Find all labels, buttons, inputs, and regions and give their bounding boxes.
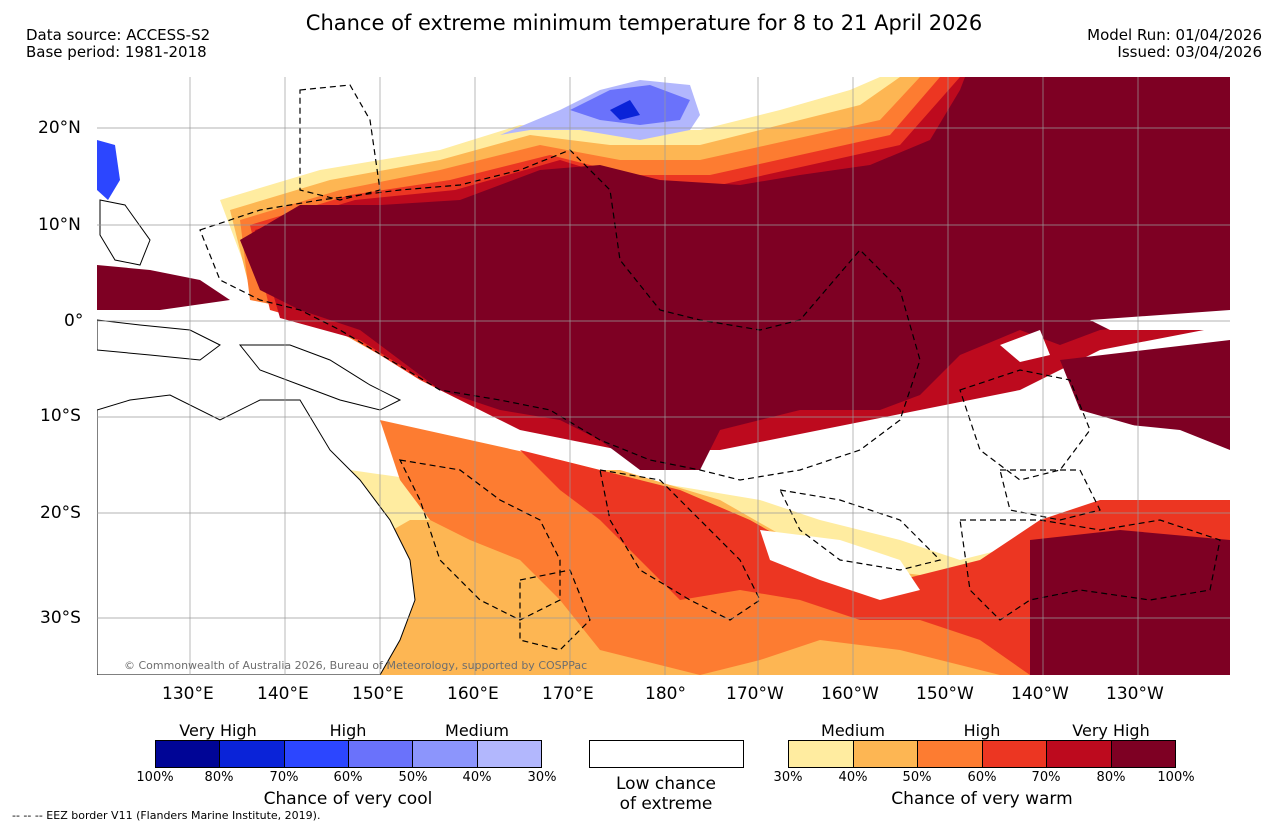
- lon-label: 160°E: [447, 684, 499, 704]
- cool-colorbar: [155, 740, 542, 768]
- warm-field-80: [240, 77, 1230, 470]
- warm-colorbar: [788, 740, 1176, 768]
- warm-tick: 60%: [967, 770, 997, 785]
- cool-tick: 50%: [398, 770, 428, 785]
- eez-footnote: -- -- -- EEZ border V11 (Flanders Marine…: [12, 809, 321, 822]
- cool-category-label: Medium: [445, 721, 509, 740]
- warm-field-80-west: [97, 265, 230, 310]
- lon-label: 170°E: [542, 684, 594, 704]
- australia-land: [97, 394, 416, 675]
- new-guinea-land: [238, 344, 402, 411]
- cool-swatch: [477, 741, 541, 767]
- warm-caption: Chance of very warm: [891, 789, 1073, 809]
- graticule: [97, 77, 1230, 675]
- lat-label: 10°S: [40, 406, 81, 426]
- warm-swatch: [918, 741, 983, 767]
- warm-swatch: [1047, 741, 1112, 767]
- lat-label: 20°N: [38, 118, 81, 138]
- lat-label: 0°: [64, 311, 84, 331]
- warm-tick: 50%: [902, 770, 932, 785]
- map-title: Chance of extreme minimum temperature fo…: [305, 11, 983, 35]
- low-chance-patch: [1000, 330, 1050, 362]
- data-source: Data source: ACCESS-S2: [26, 26, 211, 44]
- cool-swatch: [156, 741, 221, 767]
- cool-tick: 80%: [204, 770, 234, 785]
- cool-swatch: [413, 741, 478, 767]
- eez-borders: [199, 84, 1221, 651]
- cool-tick: 100%: [136, 770, 174, 785]
- lon-label: 170°W: [726, 684, 784, 704]
- lon-label: 150°W: [916, 684, 974, 704]
- warm-swatch: [789, 741, 854, 767]
- cool-field-west: [97, 140, 120, 200]
- forecast-map: [97, 77, 1230, 675]
- asia-islands-land: [97, 319, 221, 361]
- lat-label: 20°S: [40, 503, 81, 523]
- lon-label: 130°W: [1106, 684, 1164, 704]
- warm-swatch: [1111, 741, 1175, 767]
- issued-date: Issued: 03/04/2026: [1117, 43, 1262, 61]
- cool-tick: 60%: [333, 770, 363, 785]
- cool-caption: Chance of very cool: [263, 789, 433, 809]
- warm-tick: 40%: [838, 770, 868, 785]
- cool-swatch: [284, 741, 349, 767]
- cool-tick: 70%: [269, 770, 299, 785]
- low-chance-label-line1: Low chance: [616, 774, 716, 794]
- cool-field-70: [610, 100, 640, 120]
- warm-category-label: High: [963, 721, 1001, 740]
- warm-category-label: Medium: [821, 721, 885, 740]
- cool-tick: 40%: [462, 770, 492, 785]
- philippines-land: [99, 199, 151, 266]
- lat-label: 10°N: [38, 215, 81, 235]
- warm-tick: 100%: [1157, 770, 1195, 785]
- lon-label: 180°: [645, 684, 686, 704]
- warm-tick: 30%: [773, 770, 803, 785]
- model-run: Model Run: 01/04/2026: [1087, 26, 1262, 44]
- cool-category-label: High: [329, 721, 367, 740]
- low-chance-patch: [760, 530, 920, 600]
- warm-swatch: [853, 741, 918, 767]
- lat-label: 30°S: [40, 608, 81, 628]
- warm-swatch: [982, 741, 1047, 767]
- copyright-notice: © Commonwealth of Australia 2026, Bureau…: [124, 659, 588, 672]
- warm-tick: 80%: [1096, 770, 1126, 785]
- lon-label: 130°E: [162, 684, 214, 704]
- base-period: Base period: 1981-2018: [26, 43, 207, 61]
- warm-field-80-east: [1060, 340, 1230, 460]
- cool-swatch: [220, 741, 285, 767]
- warm-category-label: Very High: [1072, 721, 1150, 740]
- lon-label: 140°W: [1011, 684, 1069, 704]
- low-chance-patch: [1090, 310, 1230, 330]
- warm-tick: 70%: [1031, 770, 1061, 785]
- lon-label: 160°W: [821, 684, 879, 704]
- lon-label: 140°E: [257, 684, 309, 704]
- map-field: [97, 77, 1230, 675]
- low-chance-swatch: [589, 740, 744, 768]
- low-chance-patch: [1000, 420, 1230, 480]
- warm-field-80-southeast: [1030, 530, 1230, 675]
- cool-category-label: Very High: [179, 721, 257, 740]
- low-chance-label-line2: of extreme: [619, 794, 713, 814]
- lon-label: 150°E: [352, 684, 404, 704]
- cool-tick: 30%: [527, 770, 557, 785]
- cool-swatch: [348, 741, 414, 767]
